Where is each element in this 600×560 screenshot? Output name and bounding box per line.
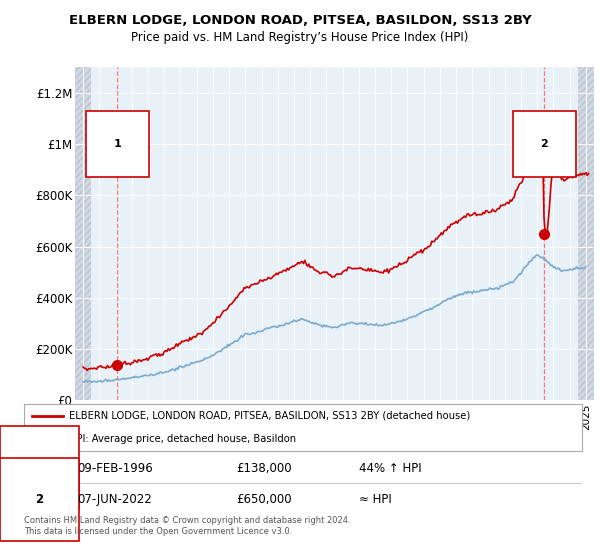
Text: ELBERN LODGE, LONDON ROAD, PITSEA, BASILDON, SS13 2BY: ELBERN LODGE, LONDON ROAD, PITSEA, BASIL… <box>68 14 532 27</box>
Text: HPI: Average price, detached house, Basildon: HPI: Average price, detached house, Basi… <box>68 434 296 444</box>
Text: Price paid vs. HM Land Registry’s House Price Index (HPI): Price paid vs. HM Land Registry’s House … <box>131 31 469 44</box>
Text: £138,000: £138,000 <box>236 462 292 475</box>
Text: 2: 2 <box>35 493 44 506</box>
Bar <box>578 67 594 400</box>
Text: ELBERN LODGE, LONDON ROAD, PITSEA, BASILDON, SS13 2BY (detached house): ELBERN LODGE, LONDON ROAD, PITSEA, BASIL… <box>68 411 470 421</box>
Text: 2: 2 <box>541 139 548 149</box>
Bar <box>75 67 91 400</box>
Text: 44% ↑ HPI: 44% ↑ HPI <box>359 462 421 475</box>
Text: 1: 1 <box>113 139 121 149</box>
Text: 09-FEB-1996: 09-FEB-1996 <box>77 462 153 475</box>
Text: £650,000: £650,000 <box>236 493 292 506</box>
Text: Contains HM Land Registry data © Crown copyright and database right 2024.
This d: Contains HM Land Registry data © Crown c… <box>24 516 350 536</box>
Text: 07-JUN-2022: 07-JUN-2022 <box>77 493 152 506</box>
Text: ≈ HPI: ≈ HPI <box>359 493 392 506</box>
Text: 1: 1 <box>35 462 44 475</box>
